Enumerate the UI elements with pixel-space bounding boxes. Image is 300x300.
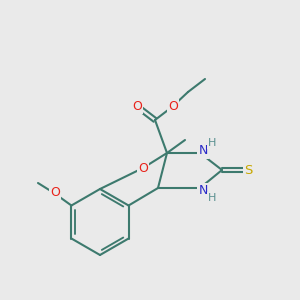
Text: H: H xyxy=(208,193,216,203)
Text: O: O xyxy=(168,100,178,112)
Text: N: N xyxy=(198,145,208,158)
Text: N: N xyxy=(198,184,208,196)
Text: S: S xyxy=(244,164,252,176)
Text: O: O xyxy=(50,185,60,199)
Text: O: O xyxy=(138,161,148,175)
Text: H: H xyxy=(208,138,216,148)
Text: O: O xyxy=(132,100,142,112)
